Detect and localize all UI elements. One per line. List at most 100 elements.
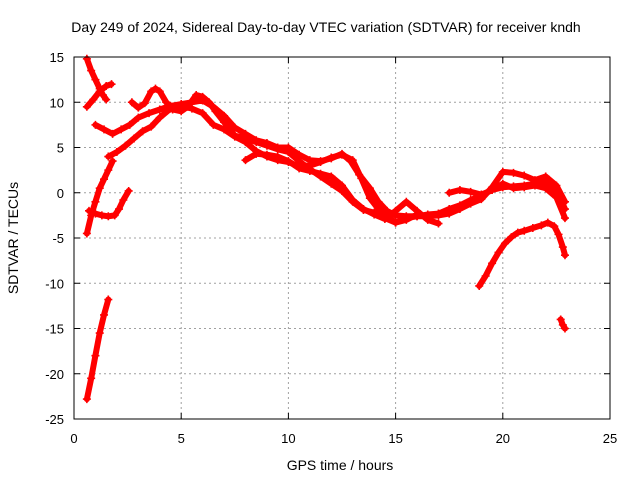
data-point: [537, 221, 546, 230]
data-point: [241, 134, 250, 143]
series-trace: [476, 219, 568, 289]
data-point: [327, 172, 336, 181]
x-axis-label: GPS time / hours: [287, 457, 394, 473]
data-point: [560, 214, 569, 223]
y-axis-label: SDTVAR / TECUs: [5, 182, 21, 294]
data-point: [475, 281, 484, 290]
data-point: [140, 99, 149, 108]
data-point: [494, 248, 503, 257]
data-point: [82, 229, 91, 238]
data-point: [104, 166, 113, 175]
data-point: [552, 181, 561, 190]
data-point: [466, 199, 475, 208]
data-point: [134, 113, 143, 122]
data-point: [138, 127, 147, 136]
data-point: [155, 105, 164, 114]
data-point: [91, 197, 100, 206]
data-point: [348, 195, 357, 204]
data-point: [273, 152, 282, 161]
data-point: [466, 187, 475, 196]
data-point: [104, 152, 113, 161]
data-point: [338, 150, 346, 159]
data-point: [147, 122, 156, 131]
data-point: [513, 228, 522, 237]
data-point: [91, 351, 100, 360]
data-point: [252, 149, 261, 158]
data-point: [543, 218, 552, 227]
grid: [74, 57, 610, 419]
data-layer: [82, 54, 569, 404]
data-point: [125, 120, 134, 129]
series-arc-c: [82, 157, 117, 238]
y-tick-label: -20: [45, 367, 64, 382]
data-point: [112, 148, 121, 157]
data-point: [284, 157, 293, 166]
x-tick-label: 15: [388, 431, 402, 446]
data-point: [220, 118, 229, 127]
x-tick-label: 5: [178, 431, 185, 446]
data-point: [85, 206, 94, 215]
y-tick-label: 5: [57, 141, 64, 156]
data-point: [87, 66, 96, 75]
data-point: [262, 150, 271, 159]
data-point: [108, 157, 117, 166]
series-arc-b: [82, 80, 116, 111]
data-point: [102, 81, 111, 90]
y-tick-label: 10: [50, 95, 64, 110]
data-point: [500, 239, 509, 248]
data-point: [87, 374, 96, 383]
data-point: [147, 87, 156, 96]
data-point: [423, 215, 432, 224]
series-trace: [105, 102, 442, 226]
data-point: [119, 195, 128, 204]
data-point: [100, 310, 109, 319]
data-point: [327, 179, 336, 188]
data-point: [434, 219, 443, 228]
data-point: [91, 209, 100, 218]
data-point: [520, 226, 529, 235]
data-point: [481, 272, 490, 281]
data-point: [211, 107, 220, 116]
data-point: [241, 156, 250, 165]
y-tick-label: 0: [57, 186, 64, 201]
data-point: [91, 75, 100, 84]
data-point: [520, 183, 529, 192]
data-point: [162, 98, 171, 107]
data-point: [380, 214, 389, 223]
data-point: [552, 193, 561, 202]
data-point: [198, 92, 207, 101]
data-point: [445, 188, 454, 197]
series-arc-e: [82, 295, 113, 404]
data-point: [295, 164, 304, 173]
data-point: [252, 138, 261, 147]
data-point: [556, 315, 565, 324]
data-point: [348, 156, 357, 165]
data-point: [104, 295, 113, 304]
data-point: [82, 54, 91, 63]
y-tick-label: 15: [50, 50, 64, 65]
data-point: [168, 105, 177, 114]
data-point: [391, 206, 400, 215]
series-arc-k: [475, 218, 569, 290]
data-point: [455, 186, 464, 195]
data-point: [316, 157, 325, 166]
data-point: [102, 95, 111, 104]
data-point: [498, 167, 507, 176]
data-point: [402, 214, 411, 223]
data-point: [91, 120, 100, 129]
data-point: [560, 324, 569, 333]
data-point: [507, 233, 516, 242]
data-point: [528, 224, 537, 233]
data-point: [520, 171, 529, 180]
data-point: [455, 205, 464, 214]
y-tick-label: -5: [52, 231, 64, 246]
data-point: [365, 194, 374, 203]
data-point: [402, 197, 411, 206]
data-point: [209, 120, 218, 129]
data-point: [108, 129, 117, 138]
data-point: [89, 95, 98, 104]
data-point: [541, 184, 550, 193]
data-point: [82, 395, 91, 404]
data-point: [357, 174, 366, 183]
data-point: [97, 211, 106, 220]
